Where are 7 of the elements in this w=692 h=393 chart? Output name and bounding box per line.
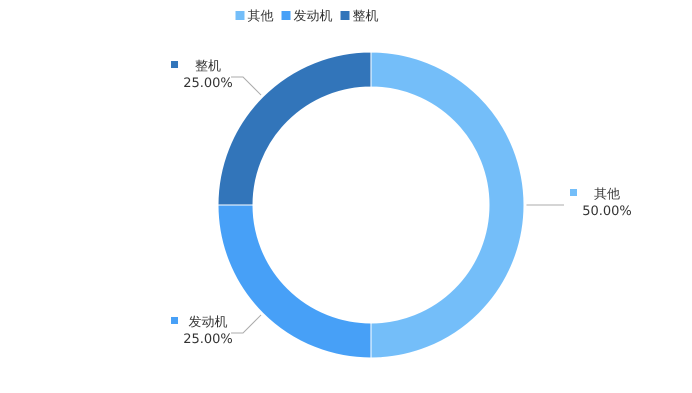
data-label: 25.00%: [183, 332, 233, 347]
legend-label: 其他: [594, 187, 620, 202]
data-label: 25.00%: [183, 76, 233, 92]
legend: 其他 发动机 整机: [236, 9, 378, 24]
data-label: 50.00%: [582, 204, 632, 219]
legend-label: 整机: [195, 59, 222, 74]
legend-label: 发动机: [188, 314, 228, 330]
